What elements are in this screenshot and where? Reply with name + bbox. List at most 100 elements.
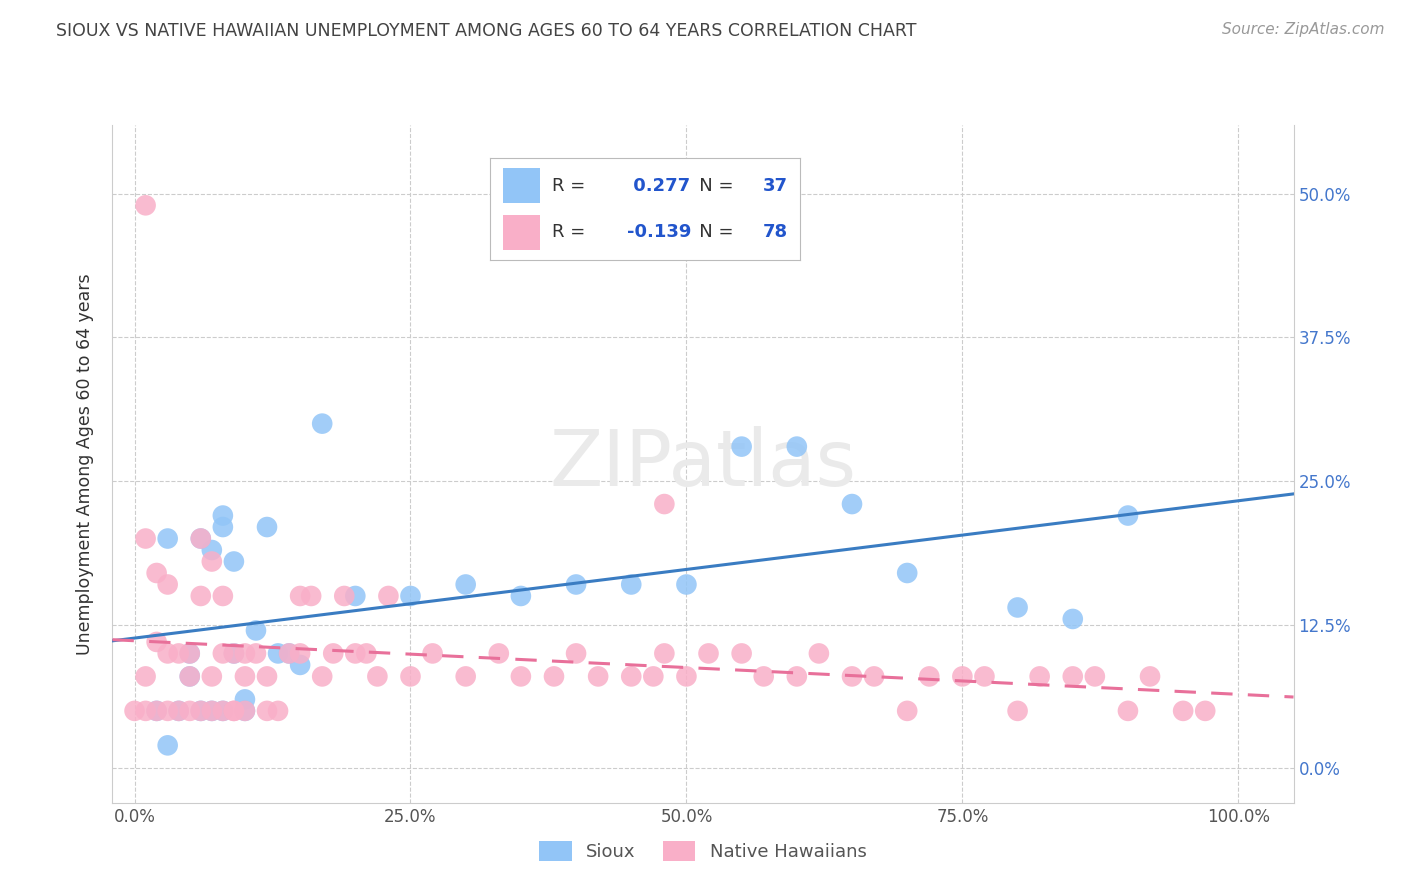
Point	[322, 647, 344, 661]
Point	[1116, 508, 1139, 523]
Point	[145, 704, 167, 718]
Point	[190, 532, 212, 546]
Point	[233, 704, 256, 718]
Point	[245, 624, 267, 638]
Point	[1007, 704, 1029, 718]
Point	[1062, 669, 1084, 683]
Text: Source: ZipAtlas.com: Source: ZipAtlas.com	[1222, 22, 1385, 37]
Text: SIOUX VS NATIVE HAWAIIAN UNEMPLOYMENT AMONG AGES 60 TO 64 YEARS CORRELATION CHAR: SIOUX VS NATIVE HAWAIIAN UNEMPLOYMENT AM…	[56, 22, 917, 40]
Text: 78: 78	[762, 223, 787, 241]
Point	[256, 704, 278, 718]
Point	[233, 647, 256, 661]
Point	[1194, 704, 1216, 718]
Point	[841, 497, 863, 511]
Point	[344, 647, 367, 661]
Point	[212, 508, 235, 523]
Point	[190, 704, 212, 718]
Text: 37: 37	[762, 177, 787, 194]
Point	[841, 669, 863, 683]
Point	[256, 520, 278, 534]
Point	[267, 704, 290, 718]
Point	[1062, 612, 1084, 626]
Point	[752, 669, 775, 683]
Point	[245, 647, 267, 661]
Point	[422, 647, 444, 661]
Point	[135, 669, 157, 683]
Point	[675, 577, 697, 591]
Point	[1139, 669, 1161, 683]
Point	[366, 669, 388, 683]
Point	[509, 589, 531, 603]
Point	[356, 647, 378, 661]
Point	[288, 657, 311, 672]
Point	[1171, 704, 1194, 718]
Point	[950, 669, 973, 683]
Point	[190, 589, 212, 603]
Point	[212, 520, 235, 534]
Legend: Sioux, Native Hawaiians: Sioux, Native Hawaiians	[531, 834, 875, 868]
Point	[654, 647, 676, 661]
Point	[377, 589, 399, 603]
Point	[179, 704, 201, 718]
Point	[201, 704, 224, 718]
Point	[288, 589, 311, 603]
Text: -0.139: -0.139	[627, 223, 690, 241]
Point	[896, 704, 918, 718]
Point	[278, 647, 301, 661]
Point	[278, 647, 301, 661]
Point	[222, 554, 245, 568]
Point	[399, 669, 422, 683]
Point	[1116, 704, 1139, 718]
Point	[786, 440, 808, 454]
Point	[697, 647, 720, 661]
Point	[565, 577, 588, 591]
Point	[267, 647, 290, 661]
Point	[786, 669, 808, 683]
Point	[918, 669, 941, 683]
Point	[586, 669, 609, 683]
Point	[167, 647, 190, 661]
Point	[730, 647, 752, 661]
Text: R =: R =	[553, 177, 592, 194]
Point	[167, 704, 190, 718]
Point	[222, 647, 245, 661]
Point	[135, 704, 157, 718]
Point	[201, 554, 224, 568]
Point	[565, 647, 588, 661]
Point	[179, 647, 201, 661]
Point	[124, 704, 146, 718]
Point	[620, 577, 643, 591]
Point	[620, 669, 643, 683]
Y-axis label: Unemployment Among Ages 60 to 64 years: Unemployment Among Ages 60 to 64 years	[76, 273, 94, 655]
Point	[311, 669, 333, 683]
Text: 0.277: 0.277	[627, 177, 689, 194]
Point	[256, 669, 278, 683]
Point	[201, 543, 224, 558]
Point	[156, 647, 179, 661]
Point	[1028, 669, 1050, 683]
Point	[863, 669, 886, 683]
Point	[212, 704, 235, 718]
Point	[807, 647, 830, 661]
Text: R =: R =	[553, 223, 592, 241]
Point	[156, 577, 179, 591]
Point	[222, 704, 245, 718]
Point	[454, 669, 477, 683]
Point	[454, 577, 477, 591]
Point	[156, 532, 179, 546]
Point	[201, 704, 224, 718]
Point	[179, 669, 201, 683]
Point	[179, 647, 201, 661]
Point	[730, 440, 752, 454]
Point	[145, 704, 167, 718]
Point	[222, 647, 245, 661]
Text: N =: N =	[682, 177, 740, 194]
Point	[233, 692, 256, 706]
Point	[288, 647, 311, 661]
Point	[333, 589, 356, 603]
Point	[156, 739, 179, 753]
Point	[233, 704, 256, 718]
Point	[167, 704, 190, 718]
Point	[654, 497, 676, 511]
Point	[299, 589, 322, 603]
